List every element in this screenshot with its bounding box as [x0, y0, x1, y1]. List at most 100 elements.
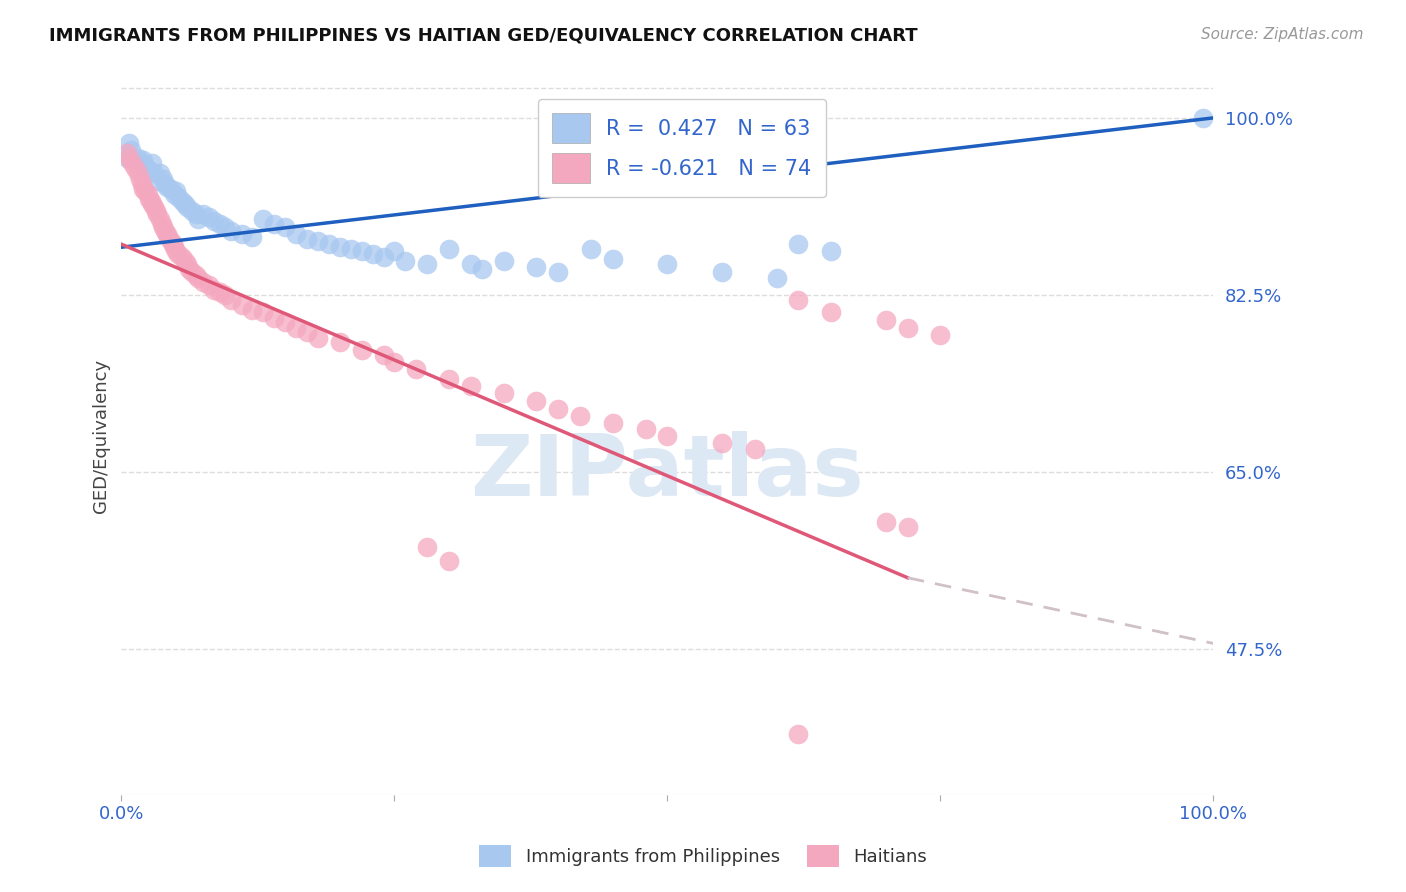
Point [138, 192, 160, 206]
Point [307, 234, 329, 248]
Point [132, 181, 155, 195]
Point [307, 331, 329, 345]
Point [875, 515, 897, 529]
Point [405, 361, 427, 376]
Point [121, 156, 143, 170]
Point [214, 220, 236, 235]
Point [127, 151, 149, 165]
Point [115, 146, 138, 161]
Point [329, 335, 352, 350]
Point [193, 275, 215, 289]
Legend: Immigrants from Philippines, Haitians: Immigrants from Philippines, Haitians [471, 838, 935, 874]
Point [384, 355, 406, 369]
Point [153, 177, 176, 191]
Point [127, 166, 149, 180]
Point [118, 151, 141, 165]
Point [634, 422, 657, 436]
Point [198, 210, 221, 224]
Point [460, 257, 482, 271]
Point [711, 264, 734, 278]
Point [219, 293, 242, 307]
Point [252, 305, 274, 319]
Point [152, 220, 174, 235]
Point [149, 211, 172, 226]
Point [897, 520, 920, 534]
Point [569, 409, 592, 423]
Point [744, 442, 766, 457]
Point [153, 224, 176, 238]
Point [184, 207, 207, 221]
Point [129, 156, 152, 170]
Point [373, 251, 395, 265]
Point [208, 217, 231, 231]
Point [163, 186, 186, 201]
Point [765, 270, 787, 285]
Point [173, 254, 195, 268]
Point [526, 393, 548, 408]
Point [145, 173, 167, 187]
Point [295, 325, 318, 339]
Point [176, 257, 198, 271]
Point [242, 230, 264, 244]
Point [156, 227, 179, 241]
Point [602, 252, 624, 267]
Point [242, 302, 264, 317]
Point [820, 244, 842, 259]
Point [1191, 111, 1213, 125]
Point [460, 378, 482, 392]
Point [208, 285, 231, 299]
Point [274, 220, 297, 235]
Point [152, 171, 174, 186]
Point [167, 247, 190, 261]
Point [187, 211, 209, 226]
Point [263, 310, 285, 325]
Point [394, 254, 416, 268]
Point [350, 244, 373, 259]
Point [115, 151, 138, 165]
Point [167, 190, 190, 204]
Point [875, 313, 897, 327]
Point [165, 184, 187, 198]
Text: IMMIGRANTS FROM PHILIPPINES VS HAITIAN GED/EQUIVALENCY CORRELATION CHART: IMMIGRANTS FROM PHILIPPINES VS HAITIAN G… [49, 27, 918, 45]
Point [787, 727, 810, 741]
Point [162, 237, 184, 252]
Point [492, 254, 515, 268]
Point [339, 242, 361, 256]
Point [173, 196, 195, 211]
Legend: R =  0.427   N = 63, R = -0.621   N = 74: R = 0.427 N = 63, R = -0.621 N = 74 [537, 99, 827, 197]
Text: ZIPatlas: ZIPatlas [471, 431, 865, 514]
Point [579, 242, 602, 256]
Point [602, 416, 624, 430]
Point [219, 224, 242, 238]
Point [820, 305, 842, 319]
Point [492, 385, 515, 400]
Point [437, 553, 460, 567]
Point [181, 264, 204, 278]
Point [118, 136, 141, 150]
Point [787, 237, 810, 252]
Point [141, 156, 163, 170]
Point [198, 277, 221, 292]
Point [149, 166, 172, 180]
Point [170, 194, 193, 208]
Point [184, 268, 207, 282]
Point [129, 171, 152, 186]
Point [157, 230, 180, 244]
Point [329, 240, 352, 254]
Point [285, 321, 308, 335]
Point [787, 293, 810, 307]
Point [187, 270, 209, 285]
Point [165, 244, 187, 259]
Point [263, 217, 285, 231]
Point [170, 251, 193, 265]
Point [361, 247, 384, 261]
Point [929, 328, 952, 343]
Y-axis label: GED/Equivalency: GED/Equivalency [93, 359, 110, 513]
Point [373, 348, 395, 362]
Point [159, 234, 181, 248]
Point [214, 287, 236, 301]
Text: Source: ZipAtlas.com: Source: ZipAtlas.com [1201, 27, 1364, 42]
Point [897, 321, 920, 335]
Point [156, 179, 179, 194]
Point [416, 257, 439, 271]
